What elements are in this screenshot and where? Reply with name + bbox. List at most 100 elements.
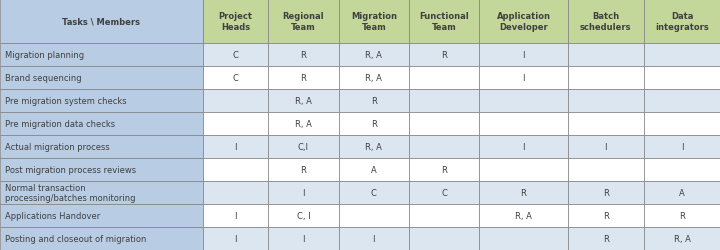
Bar xyxy=(409,158,480,181)
Bar xyxy=(268,227,338,250)
Bar xyxy=(338,44,409,67)
Bar xyxy=(268,181,338,204)
Text: Actual migration process: Actual migration process xyxy=(5,142,109,151)
Bar xyxy=(409,204,480,227)
Bar xyxy=(409,90,480,112)
Bar xyxy=(567,204,644,227)
Bar xyxy=(644,90,720,112)
Text: I: I xyxy=(522,74,525,82)
Bar xyxy=(644,204,720,227)
Text: R: R xyxy=(603,234,609,243)
Bar xyxy=(338,181,409,204)
Text: I: I xyxy=(302,188,305,197)
Bar xyxy=(338,227,409,250)
Bar xyxy=(480,136,567,158)
Bar xyxy=(409,67,480,90)
Text: Post migration process reviews: Post migration process reviews xyxy=(5,165,136,174)
Bar xyxy=(644,158,720,181)
Bar xyxy=(0,181,203,204)
Bar xyxy=(268,90,338,112)
Text: Data
integrators: Data integrators xyxy=(655,12,709,32)
Text: R: R xyxy=(371,120,377,128)
Bar xyxy=(268,136,338,158)
Bar xyxy=(567,181,644,204)
Bar xyxy=(0,0,203,44)
Bar xyxy=(567,44,644,67)
Text: R: R xyxy=(300,74,306,82)
Bar xyxy=(268,67,338,90)
Text: R: R xyxy=(603,188,609,197)
Text: C: C xyxy=(371,188,377,197)
Bar xyxy=(644,181,720,204)
Bar xyxy=(480,112,567,136)
Bar xyxy=(0,227,203,250)
Bar xyxy=(338,158,409,181)
Text: C: C xyxy=(233,74,238,82)
Bar xyxy=(0,67,203,90)
Bar xyxy=(644,0,720,44)
Bar xyxy=(0,112,203,136)
Bar xyxy=(644,227,720,250)
Text: I: I xyxy=(605,142,607,151)
Bar xyxy=(567,136,644,158)
Text: I: I xyxy=(522,142,525,151)
Bar xyxy=(203,112,268,136)
Bar xyxy=(338,0,409,44)
Text: C: C xyxy=(441,188,447,197)
Text: R: R xyxy=(300,51,306,60)
Bar xyxy=(480,204,567,227)
Bar xyxy=(268,44,338,67)
Bar xyxy=(409,112,480,136)
Bar xyxy=(203,158,268,181)
Text: I: I xyxy=(234,211,237,220)
Text: I: I xyxy=(234,142,237,151)
Bar xyxy=(268,158,338,181)
Bar xyxy=(268,112,338,136)
Bar xyxy=(567,90,644,112)
Text: R, A: R, A xyxy=(365,74,382,82)
Text: Batch
schedulers: Batch schedulers xyxy=(580,12,631,32)
Bar xyxy=(567,158,644,181)
Bar xyxy=(480,0,567,44)
Bar xyxy=(0,204,203,227)
Bar xyxy=(409,44,480,67)
Text: C, I: C, I xyxy=(297,211,310,220)
Text: Pre migration system checks: Pre migration system checks xyxy=(5,96,127,106)
Text: Regional
Team: Regional Team xyxy=(282,12,324,32)
Bar xyxy=(0,90,203,112)
Text: C: C xyxy=(233,51,238,60)
Bar xyxy=(409,0,480,44)
Text: A: A xyxy=(679,188,685,197)
Bar xyxy=(203,67,268,90)
Bar xyxy=(203,181,268,204)
Text: C,I: C,I xyxy=(298,142,309,151)
Bar xyxy=(203,44,268,67)
Bar xyxy=(0,136,203,158)
Text: Posting and closeout of migration: Posting and closeout of migration xyxy=(5,234,146,243)
Bar xyxy=(644,112,720,136)
Text: R, A: R, A xyxy=(515,211,532,220)
Bar xyxy=(338,204,409,227)
Text: R: R xyxy=(441,51,447,60)
Bar xyxy=(409,227,480,250)
Text: I: I xyxy=(522,51,525,60)
Bar xyxy=(480,44,567,67)
Text: R: R xyxy=(603,211,609,220)
Text: R: R xyxy=(371,96,377,106)
Text: R, A: R, A xyxy=(674,234,690,243)
Bar xyxy=(480,90,567,112)
Text: I: I xyxy=(372,234,375,243)
Text: Migration planning: Migration planning xyxy=(5,51,84,60)
Bar xyxy=(480,227,567,250)
Text: Brand sequencing: Brand sequencing xyxy=(5,74,81,82)
Bar xyxy=(338,67,409,90)
Text: I: I xyxy=(302,234,305,243)
Text: Functional
Team: Functional Team xyxy=(419,12,469,32)
Bar xyxy=(338,112,409,136)
Bar xyxy=(0,44,203,67)
Text: Normal transaction
processing/batches monitoring: Normal transaction processing/batches mo… xyxy=(5,183,135,202)
Text: I: I xyxy=(681,142,683,151)
Bar xyxy=(567,0,644,44)
Bar xyxy=(338,90,409,112)
Text: Application
Developer: Application Developer xyxy=(497,12,551,32)
